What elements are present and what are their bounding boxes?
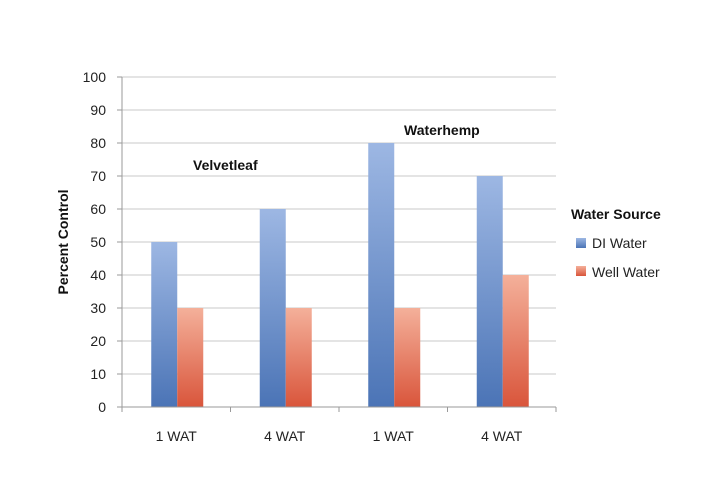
bar-di-water-3 — [368, 143, 395, 407]
axes — [117, 76, 557, 412]
bar-well-water-2 — [285, 308, 312, 407]
legend-swatch-di-water — [576, 238, 586, 248]
bar-well-water-4 — [502, 275, 529, 407]
y-tick-label: 80 — [90, 135, 106, 151]
y-tick-labels: 0 10 20 30 40 50 60 70 80 90 100 — [83, 69, 107, 415]
bar-di-water-4 — [476, 176, 503, 407]
y-tick-label: 0 — [98, 399, 106, 415]
bar-well-water-3 — [394, 308, 421, 407]
bar-di-water-1 — [151, 242, 178, 407]
y-tick-label: 30 — [90, 300, 106, 316]
y-axis-label: Percent Control — [55, 189, 71, 294]
y-tick-label: 70 — [90, 168, 106, 184]
x-tick-label: 1 WAT — [373, 428, 415, 444]
group-label-waterhemp: Waterhemp — [404, 122, 480, 138]
bars — [151, 143, 529, 407]
x-tick-label: 4 WAT — [264, 428, 306, 444]
bar-di-water-2 — [259, 209, 286, 407]
legend-label-di-water: DI Water — [592, 235, 647, 251]
legend-swatch-well-water — [576, 266, 586, 276]
x-tick-labels: 1 WAT 4 WAT 1 WAT 4 WAT — [156, 428, 523, 444]
y-tick-label: 50 — [90, 234, 106, 250]
y-tick-label: 10 — [90, 366, 106, 382]
x-tick-label: 4 WAT — [481, 428, 523, 444]
legend-label-well-water: Well Water — [592, 264, 660, 280]
y-tick-label: 20 — [90, 333, 106, 349]
legend-title: Water Source — [571, 206, 661, 222]
y-tick-label: 100 — [83, 69, 107, 85]
group-label-velvetleaf: Velvetleaf — [193, 157, 258, 173]
legend: Water Source DI Water Well Water — [571, 206, 661, 280]
bar-well-water-1 — [177, 308, 204, 407]
x-tick-label: 1 WAT — [156, 428, 198, 444]
y-tick-label: 60 — [90, 201, 106, 217]
y-tick-label: 40 — [90, 267, 106, 283]
y-tick-label: 90 — [90, 102, 106, 118]
